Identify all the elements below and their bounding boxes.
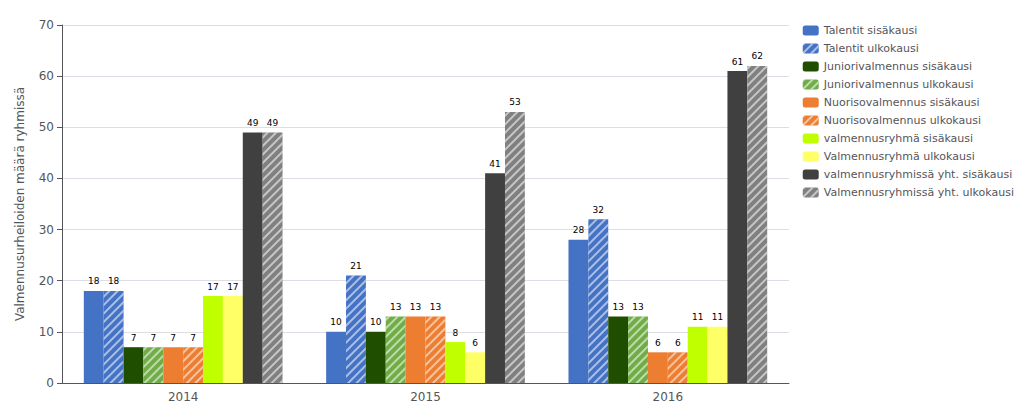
svg-text:7: 7 [131, 333, 137, 343]
svg-text:49: 49 [247, 118, 259, 128]
svg-text:6: 6 [472, 338, 478, 348]
svg-text:11: 11 [692, 312, 703, 322]
svg-text:Valmennusryhmä ulkokausi: Valmennusryhmä ulkokausi [824, 150, 975, 163]
svg-text:30: 30 [39, 223, 54, 237]
svg-text:62: 62 [752, 51, 763, 61]
svg-text:Juniorivalmennus ulkokausi: Juniorivalmennus ulkokausi [823, 78, 974, 91]
svg-text:41: 41 [489, 159, 500, 169]
svg-text:10: 10 [370, 317, 382, 327]
svg-text:Nuorisovalmennus ulkokausi: Nuorisovalmennus ulkokausi [824, 114, 981, 127]
svg-text:13: 13 [612, 302, 623, 312]
svg-text:11: 11 [712, 312, 723, 322]
svg-text:50: 50 [39, 120, 54, 134]
svg-text:13: 13 [430, 302, 441, 312]
svg-text:6: 6 [655, 338, 661, 348]
svg-text:Nuorisovalmennus sisäkausi: Nuorisovalmennus sisäkausi [824, 96, 980, 109]
svg-text:10: 10 [330, 317, 342, 327]
svg-text:Talentit sisäkausi: Talentit sisäkausi [823, 24, 918, 37]
svg-text:7: 7 [150, 333, 156, 343]
svg-text:2016: 2016 [653, 390, 684, 404]
svg-text:7: 7 [190, 333, 196, 343]
svg-text:32: 32 [593, 205, 604, 215]
svg-text:13: 13 [410, 302, 421, 312]
svg-text:Talentit ulkokausi: Talentit ulkokausi [823, 42, 919, 55]
svg-text:10: 10 [39, 325, 54, 339]
svg-text:Valmennusryhmissä yht. ulkokau: Valmennusryhmissä yht. ulkokausi [824, 186, 1014, 199]
svg-text:13: 13 [390, 302, 401, 312]
svg-text:61: 61 [732, 57, 743, 67]
svg-text:2014: 2014 [168, 390, 199, 404]
svg-text:valmennusryhmissä yht. sisäkau: valmennusryhmissä yht. sisäkausi [824, 168, 1013, 181]
svg-text:17: 17 [207, 282, 218, 292]
svg-text:2015: 2015 [410, 390, 441, 404]
svg-text:70: 70 [39, 18, 54, 32]
svg-text:53: 53 [509, 97, 520, 107]
svg-text:18: 18 [88, 276, 100, 286]
svg-text:Valmennusurheiloiden määrä ryh: Valmennusurheiloiden määrä ryhmissä [13, 87, 27, 321]
svg-text:17: 17 [227, 282, 238, 292]
svg-text:40: 40 [39, 171, 54, 185]
svg-text:28: 28 [573, 225, 585, 235]
svg-text:Juniorivalmennus sisäkausi: Juniorivalmennus sisäkausi [823, 60, 972, 73]
svg-text:0: 0 [46, 376, 54, 390]
svg-text:49: 49 [267, 118, 279, 128]
svg-text:13: 13 [632, 302, 643, 312]
svg-text:18: 18 [108, 276, 120, 286]
svg-text:valmennusryhmä sisäkausi: valmennusryhmä sisäkausi [824, 132, 973, 145]
svg-text:8: 8 [452, 328, 458, 338]
svg-text:60: 60 [39, 69, 54, 83]
svg-text:7: 7 [170, 333, 176, 343]
svg-text:20: 20 [39, 274, 54, 288]
svg-text:21: 21 [350, 261, 361, 271]
svg-text:6: 6 [675, 338, 681, 348]
